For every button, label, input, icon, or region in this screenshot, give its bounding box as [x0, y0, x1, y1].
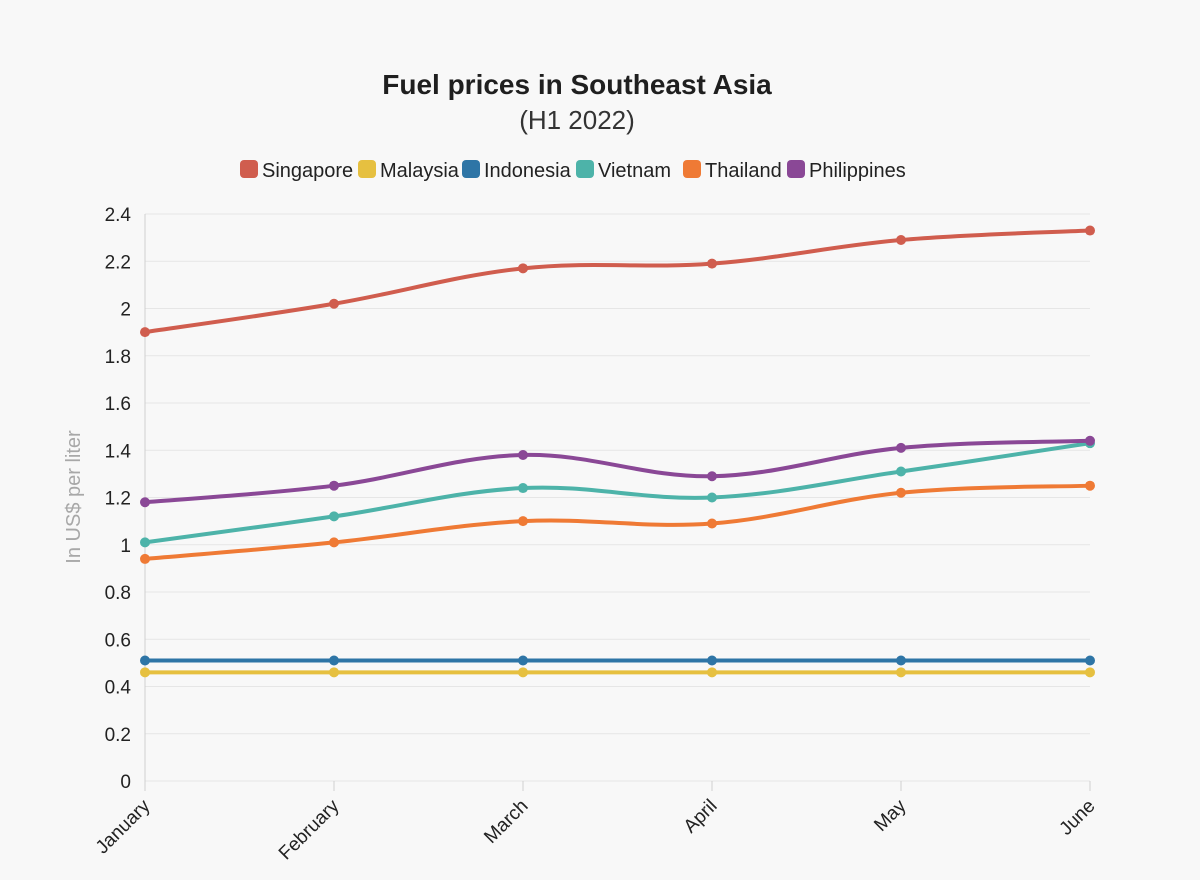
series-malaysia: [140, 667, 1095, 678]
series-line: [143, 441, 1092, 545]
data-point[interactable]: [518, 449, 528, 460]
data-point[interactable]: [896, 655, 906, 666]
data-point[interactable]: [329, 511, 339, 522]
legend-swatch: [787, 160, 805, 178]
data-point[interactable]: [518, 667, 528, 678]
data-point[interactable]: [896, 667, 906, 678]
legend-swatch: [462, 160, 480, 178]
series-group: [140, 225, 1095, 678]
y-tick-label: 1.2: [105, 489, 131, 510]
data-point[interactable]: [707, 518, 717, 529]
y-tick-label: 1: [120, 536, 131, 557]
data-point[interactable]: [518, 263, 528, 274]
data-point[interactable]: [518, 516, 528, 527]
data-point[interactable]: [140, 537, 150, 548]
legend-swatch: [683, 160, 701, 178]
data-point[interactable]: [140, 655, 150, 666]
data-point[interactable]: [329, 655, 339, 666]
y-tick-label: 1.8: [105, 347, 131, 368]
data-point[interactable]: [896, 234, 906, 245]
data-point[interactable]: [329, 537, 339, 548]
y-tick-label: 0.6: [105, 630, 131, 651]
data-point[interactable]: [896, 442, 906, 453]
series-singapore: [140, 225, 1095, 338]
y-tick-label: 1.4: [105, 441, 132, 462]
data-point[interactable]: [707, 258, 717, 269]
x-tick-label: March: [480, 796, 532, 848]
data-point[interactable]: [518, 655, 528, 666]
chart-title: Fuel prices in Southeast Asia: [382, 69, 772, 100]
data-point[interactable]: [1085, 435, 1095, 446]
series-thailand: [140, 480, 1095, 564]
axes: 0 0.2 0.4 0.6 0.8 1 1.2 1.4 1.6 1.8 2 2.2 2.4 January…: [92, 205, 1100, 864]
y-tick-label: 0.8: [105, 583, 131, 604]
series-philippines: [140, 435, 1095, 508]
series-line: [143, 228, 1092, 335]
x-tick-label: February: [275, 795, 344, 864]
legend-label: Malaysia: [380, 160, 460, 182]
data-point[interactable]: [329, 480, 339, 491]
data-point[interactable]: [707, 667, 717, 678]
x-tick-label: January: [92, 795, 155, 858]
series-line: [143, 438, 1092, 505]
data-point[interactable]: [140, 553, 150, 564]
data-point[interactable]: [1085, 225, 1095, 236]
data-point[interactable]: [1085, 667, 1095, 678]
y-tick-label: 2: [120, 300, 131, 321]
data-point[interactable]: [329, 298, 339, 309]
grid: [145, 213, 1090, 782]
x-tick-label: May: [870, 795, 911, 836]
legend-label: Philippines: [809, 160, 906, 182]
data-point[interactable]: [329, 667, 339, 678]
legend-label: Indonesia: [484, 160, 572, 182]
y-tick-label: 1.6: [105, 394, 131, 415]
y-axis-title: In US$ per liter: [63, 430, 85, 564]
data-point[interactable]: [140, 667, 150, 678]
data-point[interactable]: [707, 655, 717, 666]
x-tick-label: April: [680, 796, 722, 838]
y-tick-label: 2.2: [105, 252, 131, 273]
data-point[interactable]: [140, 327, 150, 338]
data-point[interactable]: [1085, 480, 1095, 491]
legend-label: Thailand: [705, 160, 782, 182]
legend-swatch: [576, 160, 594, 178]
data-point[interactable]: [707, 492, 717, 503]
chart-subtitle: (H1 2022): [519, 105, 635, 135]
series-vietnam: [140, 438, 1095, 548]
y-tick-label: 0.4: [105, 678, 132, 699]
legend-label: Singapore: [262, 160, 353, 182]
data-point[interactable]: [140, 497, 150, 508]
series-indonesia: [140, 655, 1095, 666]
legend-swatch: [358, 160, 376, 178]
y-tick-label: 2.4: [105, 205, 132, 226]
data-point[interactable]: [1085, 655, 1095, 666]
series-line: [143, 483, 1092, 561]
data-point[interactable]: [896, 466, 906, 477]
data-point[interactable]: [707, 471, 717, 482]
data-point[interactable]: [518, 483, 528, 494]
legend-swatch: [240, 160, 258, 178]
legend: Singapore Malaysia Indonesia Vietnam Thailan…: [240, 160, 906, 182]
y-tick-label: 0: [120, 772, 131, 793]
y-tick-label: 0.2: [105, 725, 131, 746]
data-point[interactable]: [896, 487, 906, 498]
x-tick-label: June: [1056, 796, 1100, 840]
legend-label: Vietnam: [598, 160, 671, 182]
